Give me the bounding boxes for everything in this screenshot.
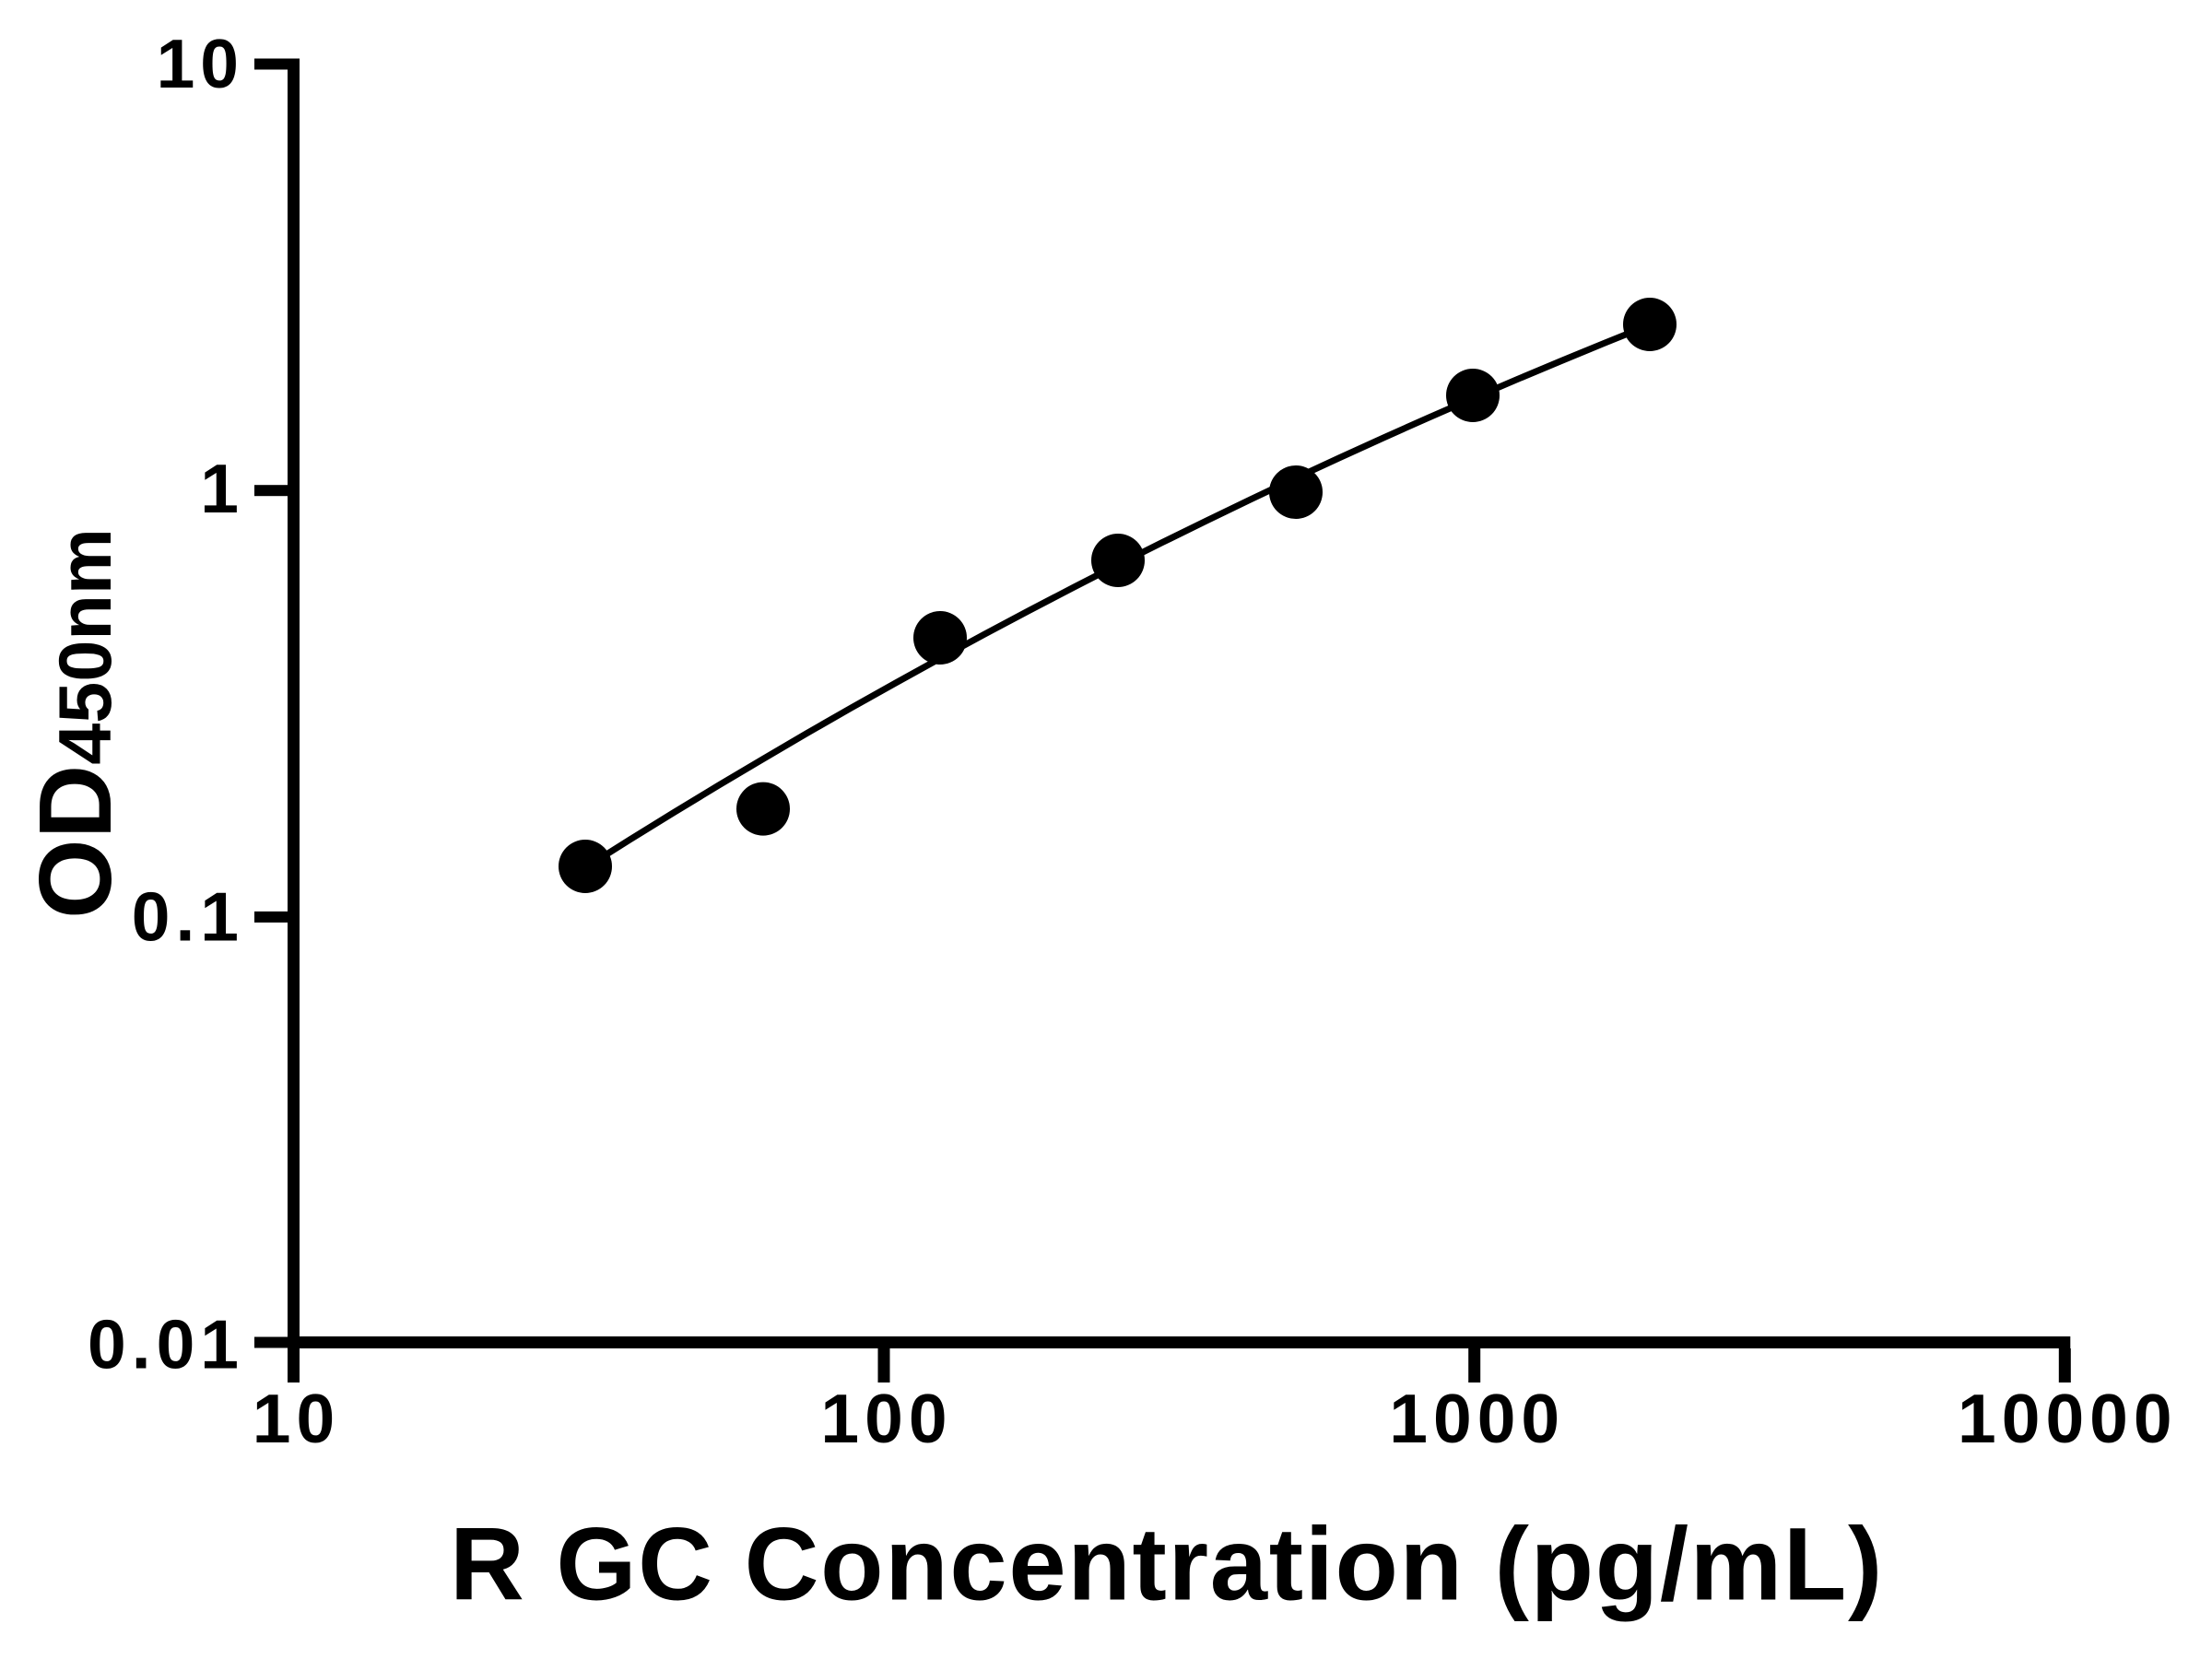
svg-text:0.1: 0.1 <box>132 877 244 955</box>
svg-text:10: 10 <box>253 1380 340 1457</box>
svg-text:10: 10 <box>157 25 244 102</box>
svg-text:100: 100 <box>820 1380 952 1457</box>
svg-text:0.01: 0.01 <box>88 1306 244 1383</box>
svg-text:10000: 10000 <box>1958 1380 2178 1457</box>
svg-text:1000: 1000 <box>1389 1380 1565 1457</box>
svg-text:R GC Concentration (pg/mL): R GC Concentration (pg/mL) <box>450 1507 1884 1622</box>
svg-text:OD450nm: OD450nm <box>18 528 133 919</box>
svg-text:1: 1 <box>200 450 244 527</box>
